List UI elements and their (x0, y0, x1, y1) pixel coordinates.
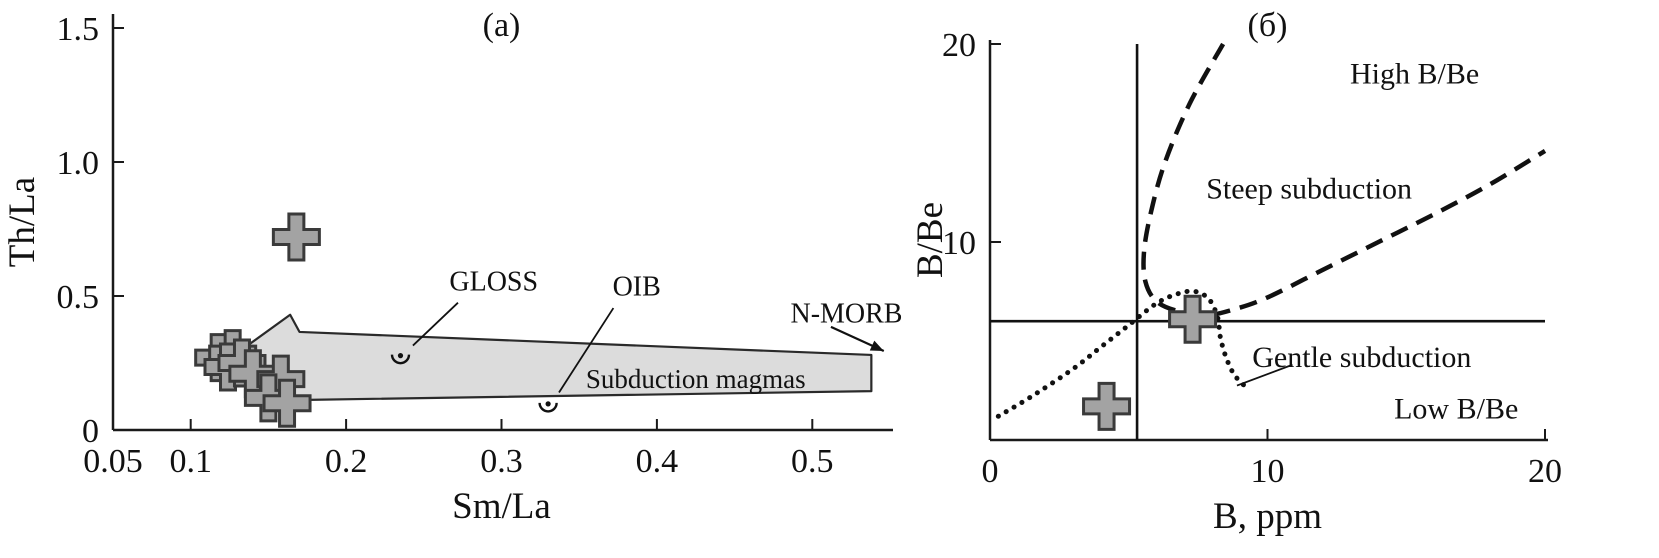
oib-label: OIB (613, 272, 661, 303)
x-tick-label: 20 (1528, 453, 1562, 490)
x-tick-label: 10 (1251, 453, 1285, 490)
x-axis-title: B, ppm (1213, 496, 1322, 537)
x-tick-label: 0.2 (325, 443, 368, 480)
field-label: Gentle subduction (1252, 341, 1471, 374)
annotation-text: N-MORB (790, 298, 902, 329)
gentle-subduction-boundary-curve (995, 288, 1248, 419)
x-tick-label: 0.3 (480, 443, 523, 480)
y-tick-label: 10 (942, 225, 976, 262)
field-label: High B/Be (1350, 58, 1479, 91)
y-axis-title: Th/La (2, 177, 43, 267)
x-tick-label: 0 (982, 453, 999, 490)
x-axis-title: Sm/La (452, 486, 551, 527)
field-label: Steep subduction (1206, 173, 1412, 206)
panel-b: 0 10 20 10 20 B, ppm B/Be (б) High B/Be Steep sub… (910, 7, 1562, 537)
y-tick-label: 0.5 (57, 279, 100, 316)
panel-a: 0.05 0.1 0.2 0.3 0.4 0.5 0 0.5 1.0 1.5 Sm/La Th/La (… (2, 7, 902, 527)
y-axis-title: B/Be (910, 202, 951, 278)
region-label: Subduction magmas (586, 364, 806, 394)
x-tick-label: 0.5 (791, 443, 834, 480)
gloss-leader-line (412, 302, 459, 347)
gloss-marker-icon (390, 353, 411, 365)
panel-title: (б) (1248, 7, 1288, 44)
oib-marker-icon (538, 401, 558, 413)
y-tick-label: 20 (942, 27, 976, 64)
field-leader-line (1236, 363, 1293, 387)
panel-title: (a) (483, 7, 521, 44)
annotation-arrowhead-icon (869, 340, 884, 351)
y-tick-label: 0 (82, 413, 99, 450)
sample-cross-marker (262, 378, 312, 428)
sample-cross-marker (1168, 294, 1218, 344)
gloss-label: GLOSS (449, 266, 538, 297)
x-tick-label: 0.05 (83, 443, 143, 480)
y-tick-label: 1.0 (57, 145, 100, 182)
sample-cross-marker (271, 212, 321, 262)
y-tick-label: 1.5 (57, 11, 100, 48)
x-tick-label: 0.4 (636, 443, 679, 480)
sample-cross-marker (1082, 381, 1132, 431)
field-label: Low B/Be (1394, 392, 1518, 425)
x-tick-label: 0.1 (169, 443, 212, 480)
oib-leader-line (558, 307, 615, 393)
